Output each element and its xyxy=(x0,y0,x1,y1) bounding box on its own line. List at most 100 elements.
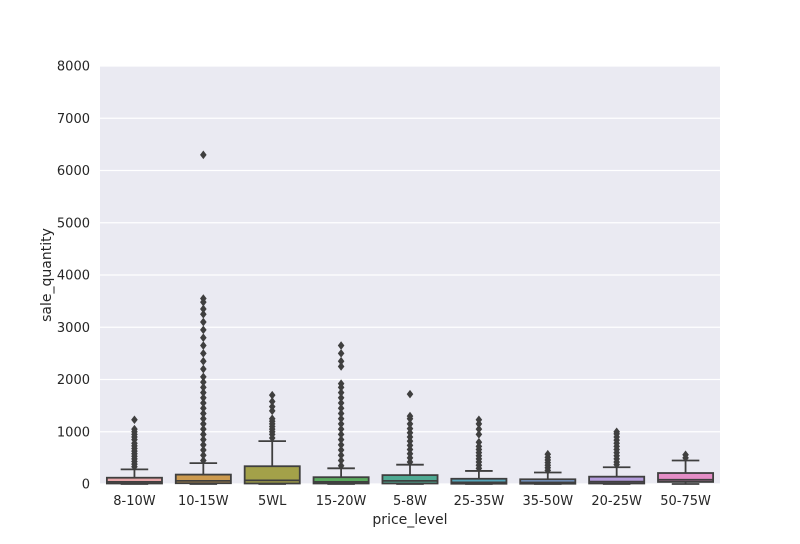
x-tick-label: 50-75W xyxy=(660,494,711,509)
outlier-point xyxy=(406,424,414,433)
box-50-75W xyxy=(657,450,715,485)
outlier-point xyxy=(475,430,483,439)
box-iqr xyxy=(588,475,646,485)
box-8-10W xyxy=(105,415,163,485)
outlier-point xyxy=(337,356,345,366)
outlier-point xyxy=(337,430,345,439)
outlier-point xyxy=(200,398,207,408)
outlier-point xyxy=(544,449,552,459)
outlier-point xyxy=(200,450,207,460)
outlier-point xyxy=(406,419,414,429)
box-iqr xyxy=(105,476,163,485)
outlier-point xyxy=(337,393,345,403)
outlier-point xyxy=(337,388,345,397)
y-tick-label: 0 xyxy=(82,478,90,493)
outlier-point xyxy=(406,411,414,421)
outlier-point xyxy=(337,440,345,450)
outlier-point xyxy=(268,390,276,400)
outlier-point xyxy=(337,424,345,434)
outlier-point xyxy=(200,419,207,429)
outlier-point xyxy=(337,398,345,408)
box-iqr xyxy=(312,476,370,485)
y-tick-label: 1000 xyxy=(57,425,90,440)
outlier-point xyxy=(200,349,207,358)
outlier-point xyxy=(337,435,345,444)
x-tick-label: 35-50W xyxy=(522,494,573,509)
box-35-50W xyxy=(519,449,577,485)
outlier-point xyxy=(337,461,345,471)
outlier-point xyxy=(200,150,207,160)
x-tick-label: 8-10W xyxy=(113,494,156,509)
x-tick-label: 5-8W xyxy=(393,494,427,509)
outlier-point xyxy=(200,377,207,387)
y-tick-label: 7000 xyxy=(57,112,90,127)
box-iqr xyxy=(450,477,508,485)
outlier-point xyxy=(268,402,276,411)
x-tick-label: 20-25W xyxy=(591,494,642,509)
outlier-point xyxy=(337,409,345,418)
outlier-point xyxy=(268,397,276,406)
outlier-point xyxy=(337,456,345,465)
outlier-point xyxy=(200,424,207,434)
y-tick-label: 3000 xyxy=(57,321,90,336)
outlier-point xyxy=(337,341,345,350)
box-iqr xyxy=(381,474,439,485)
outlier-point xyxy=(200,309,207,319)
outlier-point xyxy=(337,414,345,423)
outlier-point xyxy=(475,415,483,425)
outlier-point xyxy=(200,388,207,397)
y-tick-labels: 0 1000 2000 3000 4000 5000 6000 7000 8000 xyxy=(57,60,90,493)
outlier-point xyxy=(200,445,207,455)
x-tick-label: 10-15W xyxy=(178,494,229,509)
box-25-35W xyxy=(450,415,508,485)
outlier-point xyxy=(200,414,207,423)
y-tick-label: 8000 xyxy=(57,60,90,75)
outlier-point xyxy=(200,440,207,450)
outlier-point xyxy=(268,414,276,423)
outlier-point xyxy=(613,427,620,437)
outlier-point xyxy=(200,364,207,374)
outlier-point xyxy=(337,419,345,429)
outlier-point xyxy=(475,437,483,447)
x-tick-label: 25-35W xyxy=(454,494,505,509)
x-tick-label: 15-20W xyxy=(316,494,367,509)
box-iqr xyxy=(174,473,232,485)
outlier-point xyxy=(682,450,689,460)
box-15-20W xyxy=(312,341,370,485)
outlier-point xyxy=(337,379,345,388)
y-tick-label: 2000 xyxy=(57,373,90,388)
outlier-point xyxy=(131,415,138,425)
outlier-point xyxy=(200,409,207,418)
outlier-point xyxy=(200,383,207,392)
outlier-point xyxy=(200,341,207,350)
outlier-point xyxy=(131,424,138,434)
y-tick-label: 5000 xyxy=(57,216,90,231)
y-tick-label: 6000 xyxy=(57,164,90,179)
outlier-point xyxy=(200,430,207,439)
outlier-point xyxy=(200,393,207,403)
outlier-point xyxy=(406,389,414,399)
box-5WL xyxy=(243,390,301,485)
outlier-point xyxy=(200,403,207,413)
box-5-8W xyxy=(381,389,439,485)
outlier-point xyxy=(200,372,207,382)
outlier-point xyxy=(337,403,345,413)
outlier-point xyxy=(200,294,207,303)
x-axis-label: price_level xyxy=(372,512,447,528)
outlier-point xyxy=(337,445,345,455)
y-tick-label: 4000 xyxy=(57,269,90,284)
outlier-point xyxy=(200,317,207,327)
box-20-25W xyxy=(588,427,646,485)
boxes-layer xyxy=(105,150,715,485)
outlier-point xyxy=(475,424,483,434)
x-tick-label: 5WL xyxy=(258,494,287,509)
outlier-point xyxy=(200,304,207,314)
box-iqr xyxy=(243,465,301,485)
box-iqr xyxy=(657,472,715,483)
outlier-point xyxy=(337,450,345,460)
box-iqr xyxy=(519,478,577,485)
outlier-point xyxy=(337,362,345,371)
box-10-15W xyxy=(174,150,232,485)
outlier-point xyxy=(200,356,207,366)
